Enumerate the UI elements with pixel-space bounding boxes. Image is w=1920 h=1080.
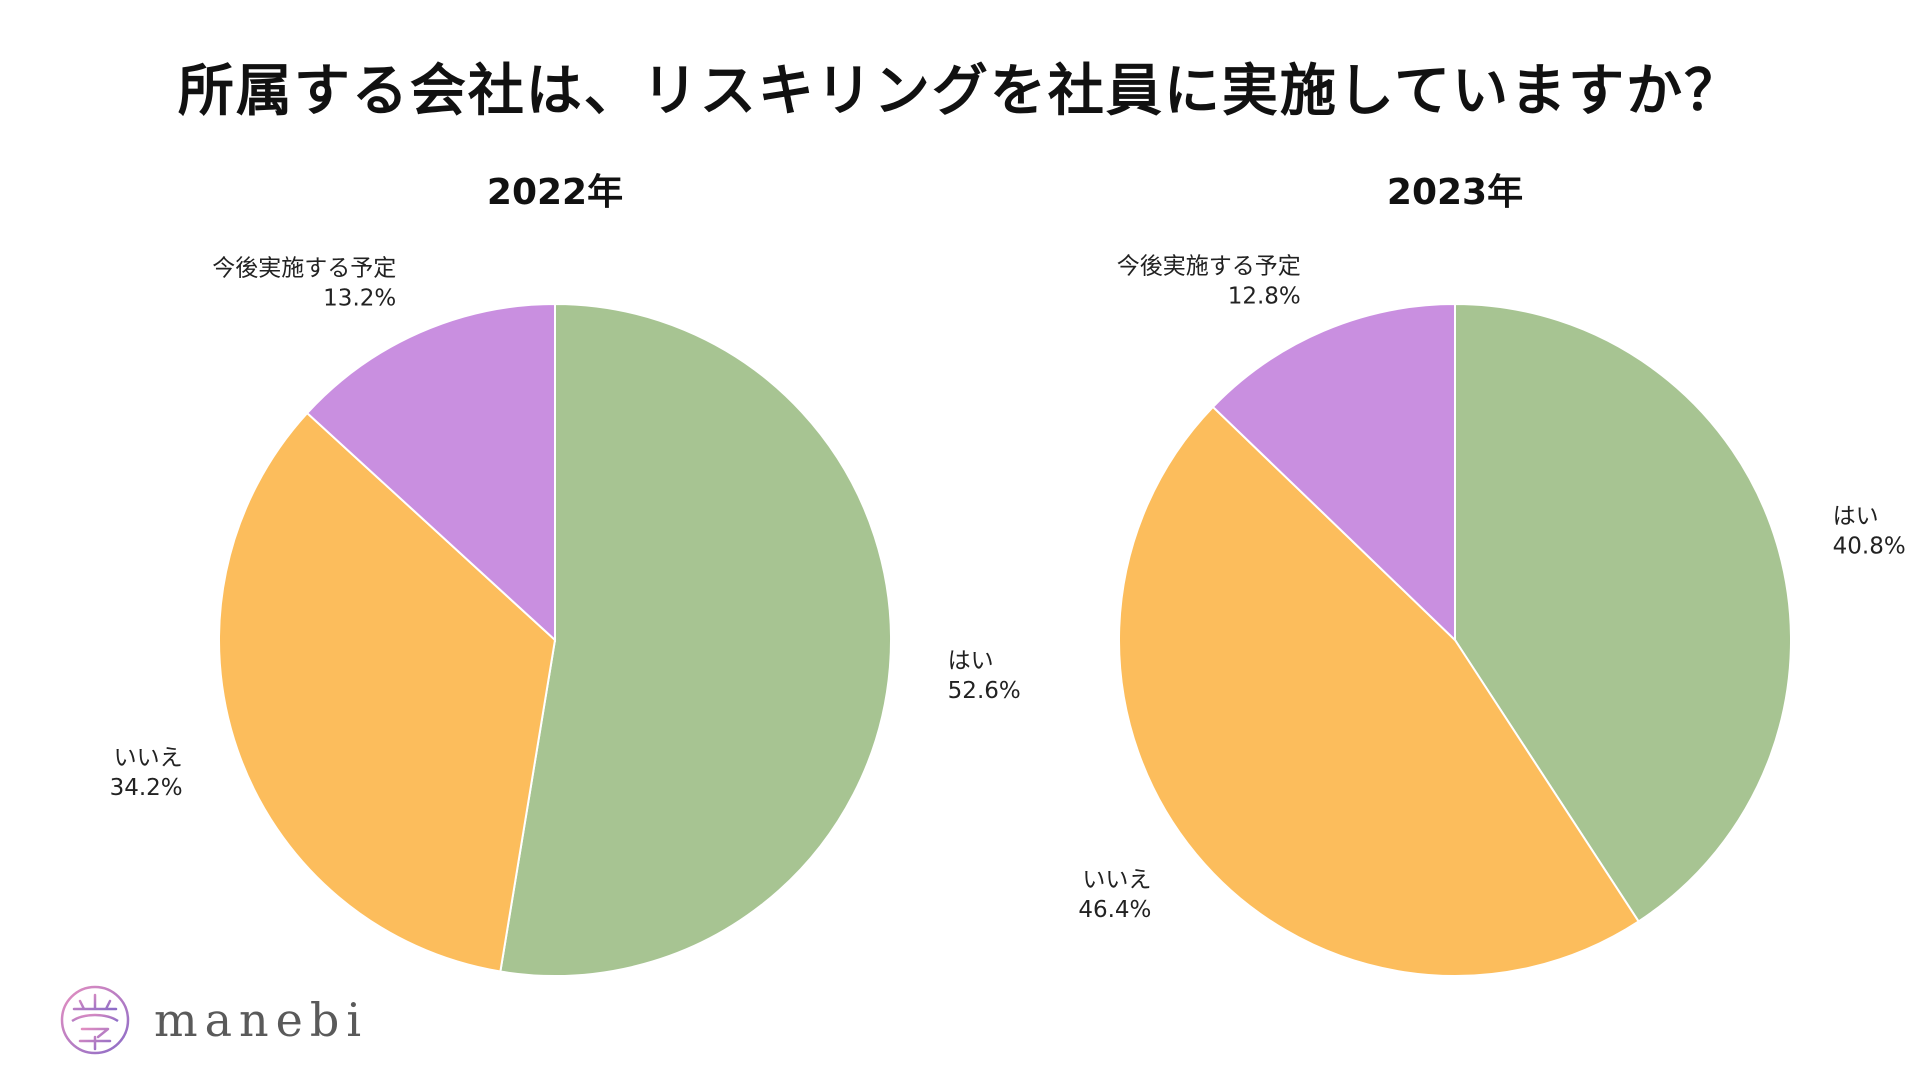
page-title: 所属する会社は、リスキリングを社員に実施していますか？ bbox=[177, 59, 1743, 124]
slice-label-name-no-2023: いいえ bbox=[1082, 867, 1151, 893]
manebi-logo-icon bbox=[60, 985, 130, 1055]
pie-slice-planned-2023 bbox=[1211, 302, 1456, 643]
chart-title-2023: 2023年 bbox=[1386, 172, 1524, 213]
slice-label-no-2023: いいえ 46.4% bbox=[1078, 867, 1151, 923]
slice-label-planned-2023: 今後実施する予定 12.8% bbox=[1117, 253, 1301, 309]
manebi-logo: manebi bbox=[58, 980, 368, 1060]
slice-label-no-2022: いいえ 34.2% bbox=[110, 745, 183, 801]
slice-label-name-planned-2022: 今後実施する予定 bbox=[212, 255, 396, 281]
pie-svg-2022: はい 52.6% いいえ 34.2% 今後実施する予定 13.2% bbox=[110, 255, 1021, 977]
slice-label-value-yes-2022: 52.6% bbox=[948, 678, 1021, 704]
pie-slice-yes-2022 bbox=[499, 302, 892, 977]
logo-text: manebi bbox=[154, 993, 369, 1047]
pie-slice-no-2023 bbox=[1118, 405, 1640, 977]
slice-label-value-planned-2022: 13.2% bbox=[323, 285, 396, 311]
slice-label-value-yes-2023: 40.8% bbox=[1833, 534, 1906, 560]
slice-label-value-no-2022: 34.2% bbox=[110, 775, 183, 801]
pie-slice-planned-2022 bbox=[305, 302, 556, 643]
slice-label-name-planned-2023: 今後実施する予定 bbox=[1117, 253, 1301, 279]
slice-label-value-no-2023: 46.4% bbox=[1078, 897, 1151, 923]
slice-label-name-yes-2022: はい bbox=[948, 648, 994, 674]
slice-label-planned-2022: 今後実施する予定 13.2% bbox=[212, 255, 396, 311]
pie-slice-no-2022 bbox=[218, 411, 557, 973]
chart-title-2022: 2022年 bbox=[486, 172, 624, 213]
pie-chart-2023: 2023年 はい 40.8% いいえ 46.4% 今後実施する予定 12.8% bbox=[1005, 160, 1906, 1020]
pie-chart-2022: 2022年 はい 52.6% いいえ 34.2% 今後実施する予定 13.2% bbox=[105, 160, 1021, 1020]
slice-label-name-yes-2023: はい bbox=[1833, 504, 1879, 530]
pie-svg-2023: はい 40.8% いいえ 46.4% 今後実施する予定 12.8% bbox=[1078, 253, 1906, 977]
slice-label-value-planned-2023: 12.8% bbox=[1228, 283, 1301, 309]
slice-label-name-no-2022: いいえ bbox=[114, 745, 183, 771]
slice-label-yes-2022: はい 52.6% bbox=[948, 648, 1021, 704]
slice-label-yes-2023: はい 40.8% bbox=[1833, 504, 1906, 560]
